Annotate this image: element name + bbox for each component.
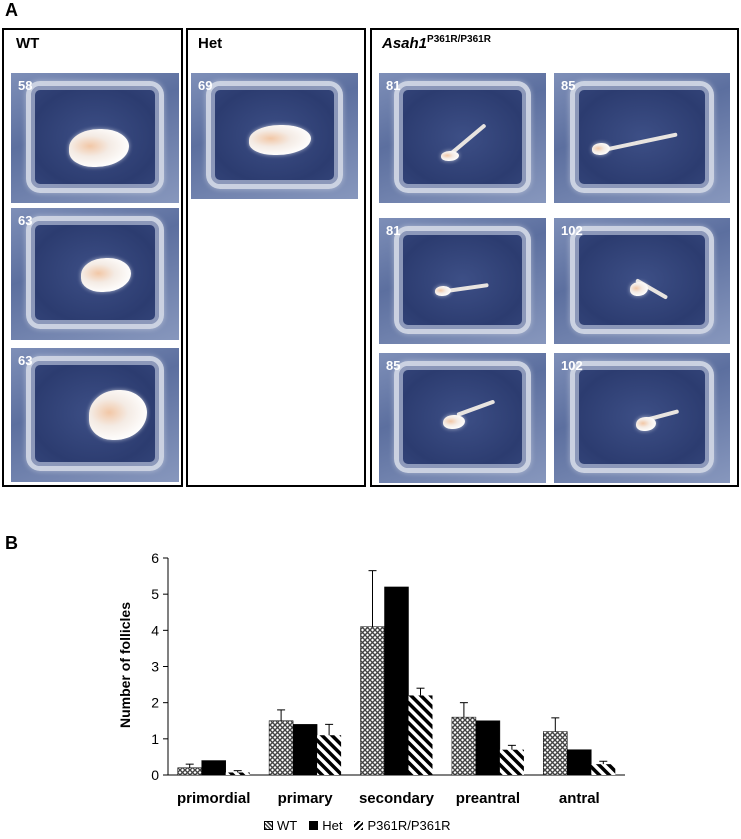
bar-wt-secondary: [360, 626, 385, 776]
mouse-id-label: 63: [18, 213, 33, 228]
culture-dish: [569, 225, 715, 334]
culture-dish: [569, 360, 715, 473]
legend-item-het: Het: [309, 818, 342, 833]
ovary-tissue: [441, 151, 459, 161]
x-category-label: antral: [559, 790, 600, 807]
y-tick-label: 2: [151, 695, 159, 711]
y-tick-label: 6: [151, 550, 159, 566]
asah1-photo-5: 85: [379, 353, 546, 483]
ovary-tissue: [630, 282, 648, 296]
bar-het-primary: [292, 724, 318, 776]
asah1-gene-name: Asah1: [382, 35, 428, 52]
x-category-label: secondary: [359, 790, 435, 807]
asah1-photo-6: 102: [554, 353, 730, 483]
mouse-id-label: 81: [386, 223, 401, 238]
ovary-tissue: [636, 417, 656, 431]
culture-dish: [394, 80, 531, 193]
legend-label-het: Het: [322, 818, 343, 833]
legend-label-mutant: P361R/P361R: [367, 818, 451, 833]
y-tick-label: 0: [151, 767, 159, 783]
y-axis-label: Number of follicles: [117, 602, 133, 728]
panel-a-letter: A: [5, 0, 18, 20]
bar-wt-primordial: [177, 767, 202, 776]
panel-b-letter: B: [5, 533, 18, 553]
wt-group-label: WT: [16, 35, 40, 52]
wt-group-box: WT 58 63 63: [2, 28, 183, 487]
bar-wt-preantral: [451, 716, 477, 776]
bar-het-preantral: [475, 720, 501, 776]
legend-swatch-mutant: [354, 821, 364, 830]
mouse-id-label: 85: [561, 78, 576, 93]
culture-dish: [569, 80, 715, 193]
ovary-tissue: [435, 286, 451, 296]
ovary-tissue: [69, 129, 129, 167]
legend-swatch-het: [309, 821, 319, 830]
bar-wt-antral: [543, 731, 568, 776]
ovary-tissue: [89, 390, 147, 440]
asah1-photo-4: 102: [554, 218, 730, 344]
asah1-group-label: Asah1P361R/P361R: [382, 34, 491, 52]
chart-plot-area: 0 1 2 3 4 5 6 primordial primary secondary preantr…: [151, 550, 625, 807]
asah1-photo-2: 85: [554, 73, 730, 203]
mouse-id-label: 85: [386, 358, 401, 373]
bar-p361r-p361r-preantral: [499, 749, 524, 775]
bar-het-secondary: [384, 586, 409, 776]
legend-swatch-wt: [264, 821, 273, 830]
bar-p361r-p361r-secondary: [408, 695, 433, 775]
mouse-id-label: 102: [561, 223, 583, 238]
bar-p361r-p361r-primordial: [225, 772, 250, 775]
bar-p361r-p361r-primary: [317, 735, 342, 775]
mouse-id-label: 81: [386, 78, 401, 93]
bar-het-antral: [567, 749, 592, 776]
ovary-tissue: [249, 125, 311, 155]
bar-het-primordial: [201, 760, 226, 776]
mouse-id-label: 69: [198, 78, 213, 93]
y-tick-label: 4: [151, 622, 159, 638]
het-group-box: Het 69: [186, 28, 366, 487]
culture-dish: [394, 225, 531, 334]
legend-label-wt: WT: [277, 818, 298, 833]
chart-legend: WT Het P361R/P361R: [264, 818, 463, 833]
het-photo-1: 69: [191, 73, 358, 199]
legend-item-wt: WT: [264, 818, 297, 833]
x-category-label: primary: [278, 790, 334, 807]
mouse-id-label: 63: [18, 353, 33, 368]
y-tick-label: 1: [151, 731, 159, 747]
asah1-photo-1: 81: [379, 73, 546, 203]
wt-photo-1: 58: [11, 73, 179, 203]
ovary-tissue: [443, 415, 465, 429]
legend-item-mutant: P361R/P361R: [354, 818, 451, 833]
het-group-label: Het: [198, 35, 223, 52]
ovary-tissue: [81, 258, 131, 292]
y-tick-label: 3: [151, 659, 159, 675]
x-category-label: primordial: [177, 790, 250, 807]
asah1-group-box: Asah1P361R/P361R 81 85 81 102 85 102: [370, 28, 739, 487]
wt-photo-2: 63: [11, 208, 179, 340]
wt-photo-3: 63: [11, 348, 179, 482]
mouse-id-label: 102: [561, 358, 583, 373]
ovary-tissue: [592, 143, 610, 155]
y-tick-label: 5: [151, 586, 159, 602]
x-category-label: preantral: [456, 790, 520, 807]
asah1-genotype: P361R/P361R: [427, 34, 491, 45]
asah1-photo-3: 81: [379, 218, 546, 344]
mouse-id-label: 58: [18, 78, 33, 93]
bar-p361r-p361r-antral: [591, 764, 616, 775]
bar-wt-primary: [268, 720, 294, 776]
